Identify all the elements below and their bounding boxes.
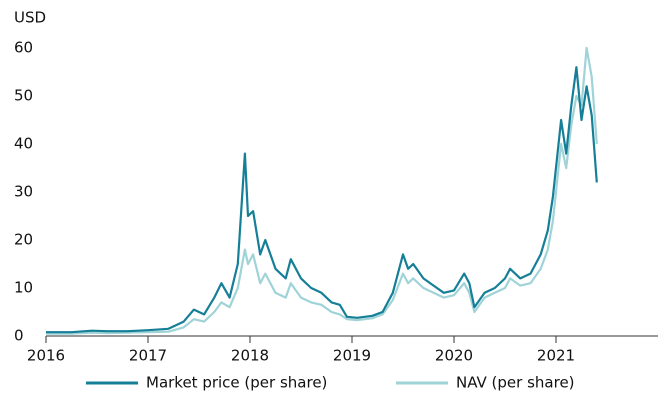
y-tick-label: 60 [14,39,33,57]
legend-label: NAV (per share) [456,374,575,392]
y-tick-label: 50 [14,87,33,105]
x-tick-label: 2016 [27,347,65,365]
y-tick-label: 0 [14,327,24,345]
x-tick-label: 2018 [231,347,269,365]
x-tick-label: 2021 [537,347,575,365]
y-tick-label: 20 [14,231,33,249]
series-line [46,66,598,334]
y-tick-label: 40 [14,135,33,153]
y-axis-label: USD [14,9,46,27]
series-line [46,46,598,335]
x-tick-label: 2017 [129,347,167,365]
x-tick-label: 2019 [333,347,371,365]
y-tick-label: 10 [14,279,33,297]
x-tick-label: 2020 [435,347,473,365]
legend-label: Market price (per share) [146,374,327,392]
y-tick-label: 30 [14,183,33,201]
